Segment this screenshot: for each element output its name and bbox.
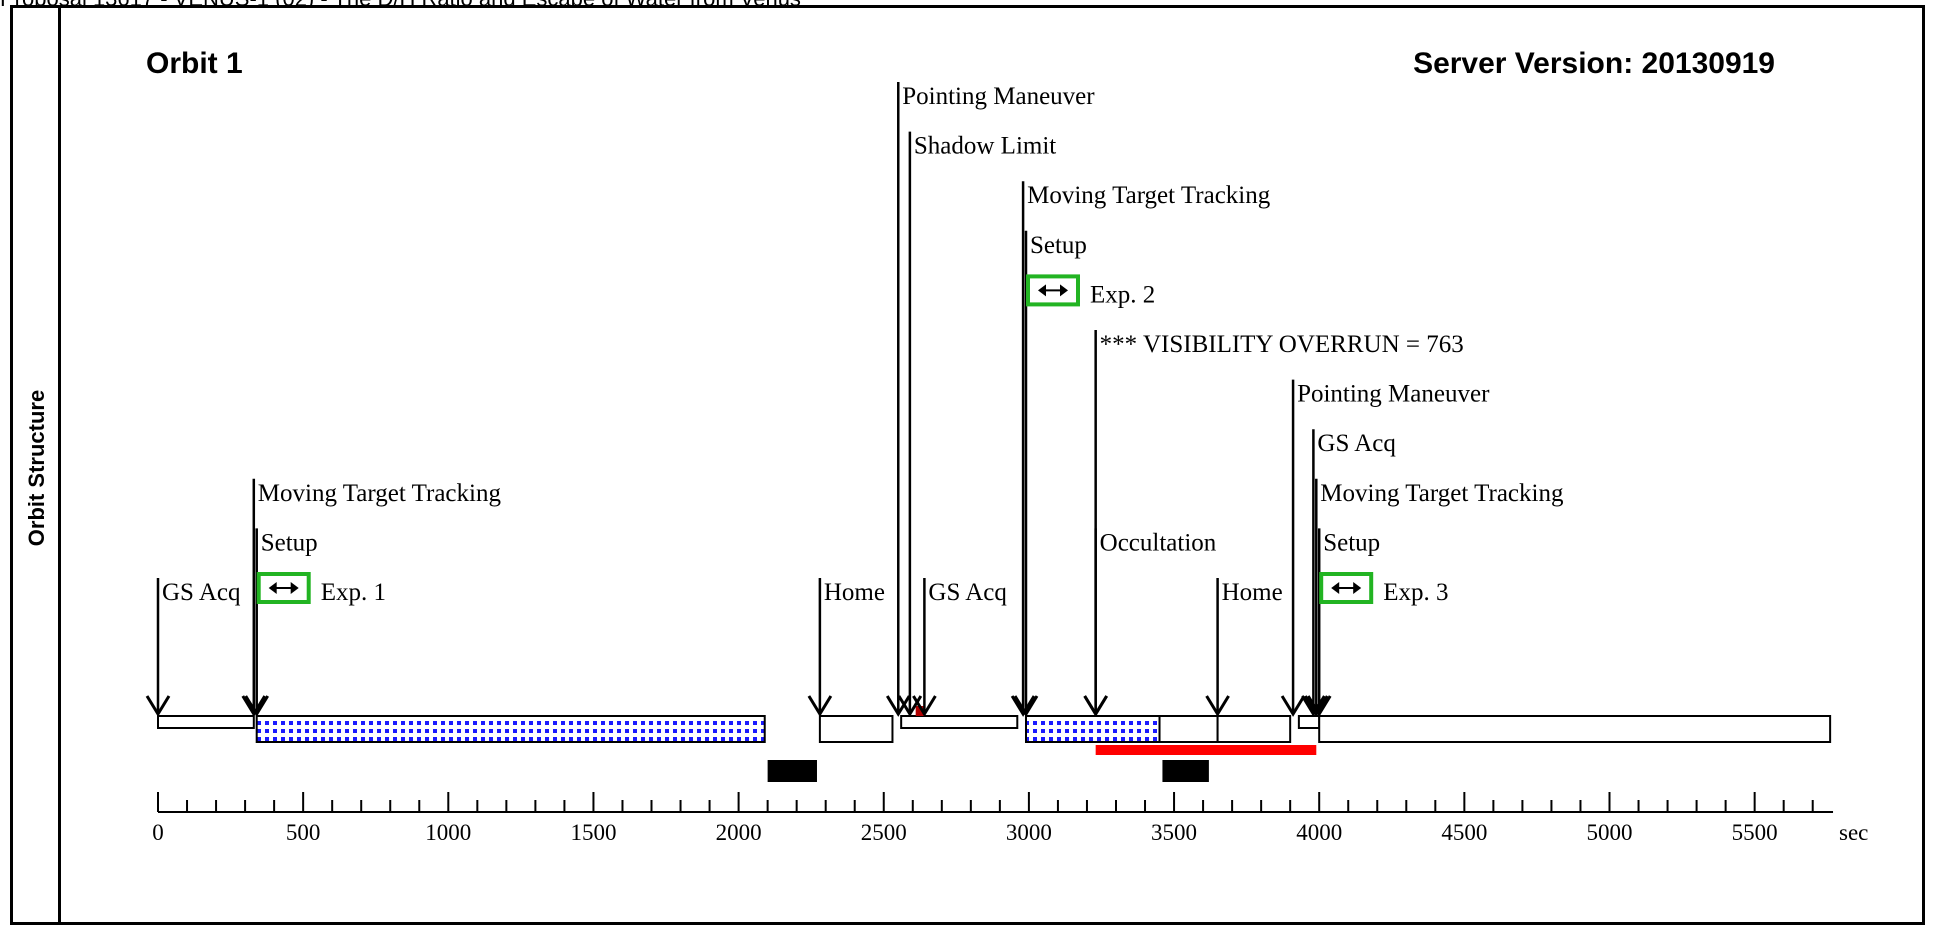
occultation-bar-1 (767, 760, 817, 782)
left-arrow-icon (1331, 582, 1340, 594)
event-label: *** VISIBILITY OVERRUN = 763 (1100, 331, 1464, 358)
event-markers: GS Acq Setup Moving Target Tracking Exp. 1 H… (145, 82, 1564, 717)
arrow-head-icon (897, 695, 923, 717)
tick-label: 4500 (1441, 820, 1487, 845)
pointing-1-marker: Pointing Maneuver (885, 82, 1095, 717)
tick-label: 5000 (1587, 820, 1633, 845)
tick-label: 3000 (1006, 820, 1052, 845)
gs-acq-block-3 (1297, 715, 1321, 729)
home-block-2 (1216, 715, 1292, 743)
event-label: Moving Target Tracking (1027, 182, 1271, 209)
arrow-head-icon (241, 695, 267, 717)
arrow-head-icon (1304, 695, 1329, 717)
tick-label: 4000 (1296, 820, 1342, 845)
exposure-label: Exp. 2 (1090, 281, 1155, 308)
tick-label: 1000 (425, 820, 471, 845)
arrow-head-icon (1010, 695, 1036, 717)
pointing-2-marker: Pointing Maneuver (1280, 379, 1490, 717)
event-label: Moving Target Tracking (1320, 480, 1564, 507)
tick-label: 5500 (1732, 820, 1778, 845)
mtt-1-marker: Moving Target Tracking (241, 478, 502, 717)
setup-3-marker: Setup (1306, 528, 1380, 717)
occultation-bar-2 (1162, 760, 1209, 782)
gs-acq-1-marker: GS Acq (145, 578, 241, 717)
right-arrow-icon (1059, 284, 1068, 297)
exposure-block-2 (1024, 715, 1161, 743)
tick-label: 3500 (1151, 820, 1197, 845)
tick-label: 1500 (570, 820, 616, 845)
event-label: GS Acq (162, 579, 241, 606)
arrow-head-icon (807, 695, 833, 717)
tick-label: 2500 (861, 820, 907, 845)
mtt-2-marker: Moving Target Tracking (1010, 181, 1271, 717)
axis-unit-label: sec (1839, 820, 1868, 845)
event-label: Setup (1323, 529, 1380, 556)
shadow-limit-marker (915, 706, 925, 716)
tick-label: 2000 (716, 820, 762, 845)
exp-3-marker: Exp. 3 (1319, 572, 1448, 606)
left-arrow-icon (1037, 284, 1046, 297)
event-label: Shadow Limit (914, 133, 1056, 160)
setup-2-marker: Setup (1013, 230, 1087, 717)
tick-label: 0 (152, 820, 164, 845)
right-arrow-icon (1353, 582, 1362, 594)
event-label: GS Acq (1317, 430, 1396, 457)
orbit-structure-panel: Orbit Structure (10, 5, 1925, 925)
event-label: Moving Target Tracking (258, 480, 502, 507)
event-label: Setup (261, 529, 318, 556)
page-header: Proposal 13617 - VENUS-1 (02) - The D/H … (0, 0, 1937, 8)
exp-2-marker: Exp. 2 (1025, 274, 1155, 308)
exp-1-marker: Exp. 1 (256, 572, 386, 606)
exposure-block-1 (255, 715, 766, 743)
arrow-head-icon (244, 695, 269, 717)
timeline-bars (157, 706, 1832, 782)
event-label: Setup (1030, 232, 1087, 259)
mtt-3-marker: Moving Target Tracking (1304, 478, 1564, 717)
gs-acq-block-2 (900, 715, 1019, 729)
right-arrow-icon (290, 582, 299, 594)
gs-acq-2-marker: GS Acq (912, 578, 1007, 717)
event-label: Home (1222, 579, 1283, 606)
occultation-block (1158, 715, 1219, 743)
side-column: Orbit Structure (13, 8, 61, 922)
event-label: Pointing Maneuver (902, 83, 1095, 110)
time-axis: 0 500 1000 1500 2000 2500 3000 3500 4000 4500 5000… (152, 792, 1868, 845)
shadow-limit-marker: Shadow Limit (897, 131, 1056, 717)
arrow-head-icon (1301, 695, 1326, 717)
left-arrow-icon (268, 582, 277, 594)
arrow-head-icon (1205, 695, 1230, 717)
arrow-head-icon (1013, 695, 1039, 717)
arrow-head-icon (145, 695, 171, 717)
gs-acq-3-marker: GS Acq (1301, 429, 1396, 717)
occultation-marker: Occultation (1083, 528, 1217, 717)
tick-label: 500 (286, 820, 321, 845)
exposure-block-3 (1318, 715, 1832, 743)
event-label: Home (824, 579, 885, 606)
home-block-1 (818, 715, 894, 743)
event-label: Pointing Maneuver (1297, 381, 1490, 408)
arrow-head-icon (1280, 695, 1306, 717)
exposure-label: Exp. 1 (321, 579, 386, 606)
orbit-title: Orbit 1 (146, 47, 243, 80)
arrow-head-icon (885, 695, 911, 717)
arrow-head-icon (1306, 695, 1332, 717)
server-version: Server Version: 20130919 (1413, 47, 1775, 80)
setup-1-marker: Setup (244, 528, 318, 717)
event-label: Occultation (1100, 529, 1217, 556)
gs-acq-block-1 (157, 715, 255, 729)
arrow-head-icon (1083, 695, 1108, 717)
home-2-marker: Home (1205, 578, 1283, 717)
visibility-overrun-bar (1095, 745, 1317, 755)
exposure-label: Exp. 3 (1383, 579, 1448, 606)
home-1-marker: Home (807, 578, 885, 717)
event-label: GS Acq (928, 579, 1007, 606)
